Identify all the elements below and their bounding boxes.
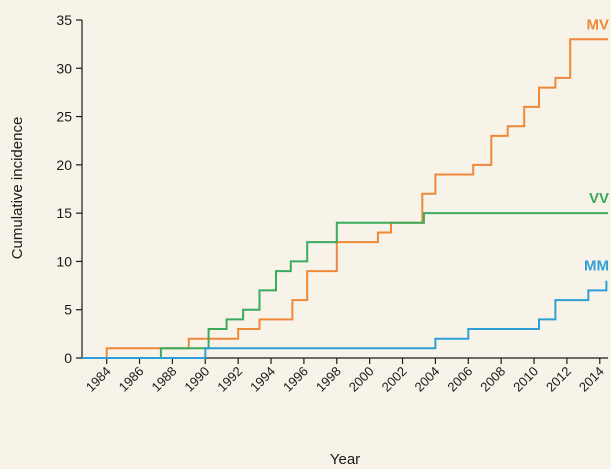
x-tick-label: 2000	[346, 364, 377, 395]
y-tick-label: 25	[56, 109, 72, 125]
x-tick-label: 1986	[116, 364, 147, 395]
x-axis-label: Year	[330, 451, 360, 468]
x-tick-label: 2014	[576, 364, 607, 395]
series-line-mm	[82, 280, 608, 359]
series-line-mv	[82, 38, 608, 359]
x-tick-label: 1984	[83, 364, 114, 395]
y-tick-label: 0	[64, 350, 72, 366]
series-label-mm: MM	[584, 258, 609, 275]
x-tick-label: 1996	[280, 364, 311, 395]
series-line-vv	[82, 212, 608, 359]
series-lines: MV VV MM	[82, 16, 610, 359]
y-tick-label: 5	[64, 302, 72, 318]
y-axis-label: Cumulative incidence	[9, 117, 26, 260]
x-tick-label: 1990	[181, 364, 212, 395]
series-label-vv: VV	[589, 190, 609, 207]
y-tick-label: 35	[56, 12, 72, 28]
x-axis: 1984 1986 1988 1990 1992 1994 1996 1998 2000 2002…	[82, 357, 608, 395]
x-tick-label: 1994	[247, 364, 278, 395]
x-tick-label: 1998	[313, 364, 344, 395]
y-axis: 0 5 10 15 20 25 30 35	[56, 12, 83, 366]
y-tick-label: 30	[56, 60, 72, 76]
x-tick-label: 2012	[543, 364, 574, 395]
x-tick-label: 2002	[379, 364, 410, 395]
y-tick-label: 10	[56, 253, 72, 269]
x-tick-label: 2006	[444, 364, 475, 395]
y-tick-label: 20	[56, 157, 72, 173]
x-tick-label: 1988	[148, 364, 179, 395]
x-tick-label: 2004	[411, 364, 442, 395]
x-tick-label: 1992	[214, 364, 245, 395]
x-tick-label: 2010	[510, 364, 541, 395]
y-tick-label: 15	[56, 205, 72, 221]
series-label-mv: MV	[587, 16, 610, 33]
x-tick-label: 2008	[477, 364, 508, 395]
